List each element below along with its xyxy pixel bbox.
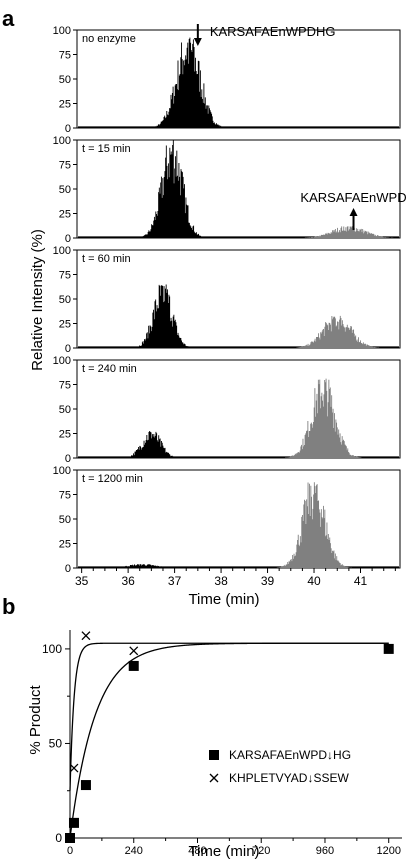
y-tick-label: 50 — [59, 184, 71, 196]
y-tick-label: 25 — [59, 99, 71, 111]
up-arrow-icon — [349, 208, 358, 216]
x-tick-label: 41 — [354, 574, 368, 588]
chromatogram-peak — [276, 482, 352, 568]
legend-label: KHPLETVYAD↓SSEW — [229, 771, 349, 785]
chromatogram-peak — [132, 284, 194, 348]
legend-item: KARSAFAEnWPD↓HG — [209, 748, 351, 762]
panel-a-x-axis: 35 36 37 38 39 40 41 — [75, 568, 396, 588]
legend-x-marker — [209, 773, 219, 783]
y-tick-label: 25 — [59, 539, 71, 551]
data-point-square — [383, 643, 394, 654]
x-tick-label: 38 — [214, 574, 228, 588]
chromatogram-panel: 0 25 50 75 100 t = 240 min — [53, 355, 401, 465]
down-arrow-icon — [193, 38, 202, 46]
y-tick-label: 75 — [59, 490, 71, 502]
panel-a-y-axis-label: Relative Intensity (%) — [29, 229, 46, 371]
chromatogram-peak — [111, 564, 174, 568]
panel-condition-label: t = 60 min — [82, 253, 131, 265]
x-tick-label: 35 — [75, 574, 89, 588]
kinetics-plot: 0 50 100 0 240 480 720 960 1200 — [42, 630, 402, 857]
data-point-x — [81, 631, 91, 641]
x-tick-label: 0 — [67, 845, 73, 857]
y-tick-label: 100 — [53, 355, 71, 367]
fit-curve — [69, 642, 389, 791]
chromatogram-peak — [138, 140, 207, 238]
y-tick-label: 75 — [59, 50, 71, 62]
data-point-square — [128, 660, 139, 671]
chromatogram-peak — [123, 431, 180, 458]
y-tick-label: 100 — [42, 642, 62, 656]
y-tick-label: 50 — [59, 74, 71, 86]
substrate-annotation: KARSAFAEnWPDHG — [210, 24, 336, 39]
y-tick-label: 100 — [53, 245, 71, 257]
data-point-x — [129, 646, 139, 656]
panel-a-label: a — [2, 6, 15, 31]
y-tick-label: 50 — [49, 736, 63, 750]
x-tick-label: 240 — [125, 845, 143, 857]
panel-b-x-axis-label: Time (min) — [188, 843, 259, 860]
y-tick-label: 0 — [65, 563, 71, 575]
panel-b-y-axis-label: % Product — [27, 685, 44, 755]
x-tick-label: 40 — [307, 574, 321, 588]
x-tick-label: 36 — [121, 574, 135, 588]
data-point-square — [68, 817, 79, 828]
panel-condition-label: t = 15 min — [82, 143, 131, 155]
peak-annotations: KARSAFAEnWPDHG KARSAFAEnWPD — [193, 24, 407, 230]
y-tick-label: 0 — [65, 123, 71, 135]
x-tick-label: 1200 — [376, 845, 400, 857]
y-tick-label: 0 — [65, 453, 71, 465]
panel-condition-label: no enzyme — [82, 33, 136, 45]
panel-b-label: b — [2, 594, 15, 619]
panel-condition-label: t = 240 min — [82, 363, 137, 375]
panel-condition-label: t = 1200 min — [82, 473, 143, 485]
chromatogram-panel: 0 25 50 75 100 t = 60 min — [53, 245, 401, 355]
data-point-square — [65, 833, 75, 843]
y-tick-label: 50 — [59, 514, 71, 526]
chromatogram-panel: 0 25 50 75 100 no enzyme — [53, 25, 401, 135]
chromatogram-peak — [304, 226, 394, 238]
x-tick-label: 39 — [261, 574, 275, 588]
x-tick-label: 960 — [316, 845, 334, 857]
product-annotation: KARSAFAEnWPD — [300, 190, 406, 205]
y-tick-label: 100 — [53, 135, 71, 147]
x-tick-label: 480 — [188, 845, 206, 857]
fit-curve — [69, 642, 389, 839]
legend-item: KHPLETVYAD↓SSEW — [209, 771, 349, 785]
chromatogram-panel: 0 25 50 75 100 t = 1200 min — [53, 465, 401, 575]
y-tick-label: 0 — [55, 831, 62, 845]
chromatogram-peak — [296, 315, 380, 348]
legend: KARSAFAEnWPD↓HG KHPLETVYAD↓SSEW — [209, 748, 351, 785]
chromatogram-panel: 0 25 50 75 100 t = 15 min — [53, 135, 401, 245]
y-tick-label: 50 — [59, 294, 71, 306]
y-tick-label: 75 — [59, 160, 71, 172]
data-point-square — [80, 780, 91, 791]
y-tick-label: 25 — [59, 429, 71, 441]
chromatogram-peak — [285, 378, 362, 458]
chromatogram-peak — [148, 37, 228, 128]
y-tick-label: 0 — [65, 233, 71, 245]
panel-a-x-axis-label: Time (min) — [188, 591, 259, 608]
data-point-x — [69, 763, 79, 773]
y-tick-label: 0 — [65, 343, 71, 355]
y-tick-label: 75 — [59, 270, 71, 282]
y-tick-label: 25 — [59, 209, 71, 221]
x-tick-label: 37 — [168, 574, 182, 588]
y-tick-label: 75 — [59, 380, 71, 392]
y-tick-label: 25 — [59, 319, 71, 331]
x-tick-label: 720 — [252, 845, 270, 857]
y-tick-label: 100 — [53, 465, 71, 477]
legend-square-marker — [209, 750, 219, 760]
y-tick-label: 100 — [53, 25, 71, 37]
legend-label: KARSAFAEnWPD↓HG — [229, 748, 351, 762]
y-tick-label: 50 — [59, 404, 71, 416]
